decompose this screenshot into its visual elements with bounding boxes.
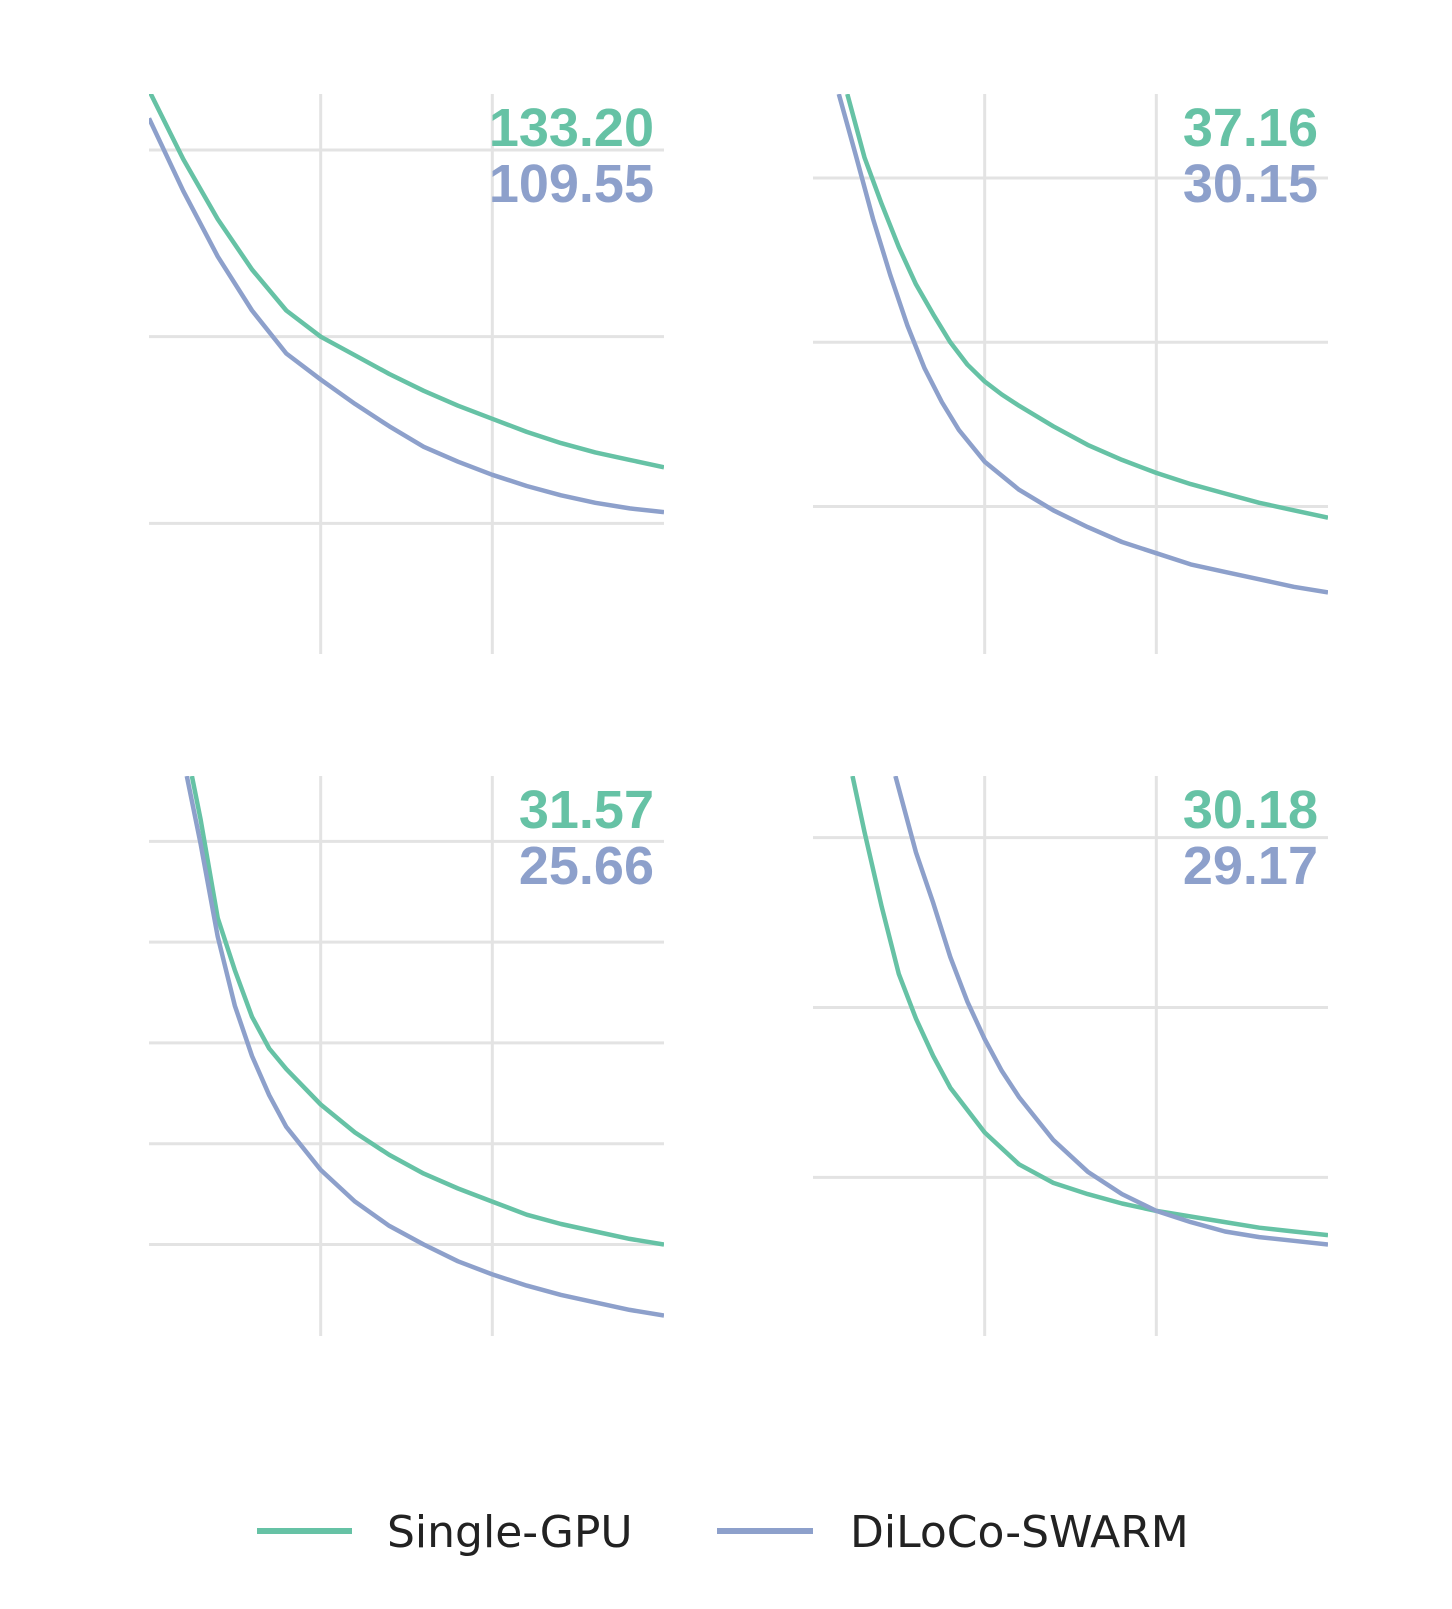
series-line-single-gpu [189,776,664,1247]
series-line-diloco-swarm [893,776,1328,1247]
final-value-diloco-swarm: 30.15 [1183,154,1318,214]
final-value-single-gpu: 31.57 [519,780,654,840]
legend-single-label: Single-GPU [387,1507,633,1558]
legend-swarm-label: DiLoCo-SWARM [850,1507,1189,1558]
legend: Single-GPU DiLoCo-SWARM [257,1507,1189,1558]
series-line-diloco-swarm [836,94,1328,595]
series-line-single-gpu [149,94,664,470]
final-value-diloco-swarm: 29.17 [1183,836,1318,896]
final-value-single-gpu: 37.16 [1183,98,1318,158]
series-line-diloco-swarm [184,776,664,1318]
series-line-diloco-swarm [149,117,664,515]
final-value-diloco-swarm: 109.55 [489,154,654,214]
series-line-single-gpu [850,776,1328,1238]
series-line-single-gpu [845,94,1328,520]
final-value-diloco-swarm: 25.66 [519,836,654,896]
final-value-single-gpu: 30.18 [1183,780,1318,840]
final-value-single-gpu: 133.20 [489,98,654,158]
